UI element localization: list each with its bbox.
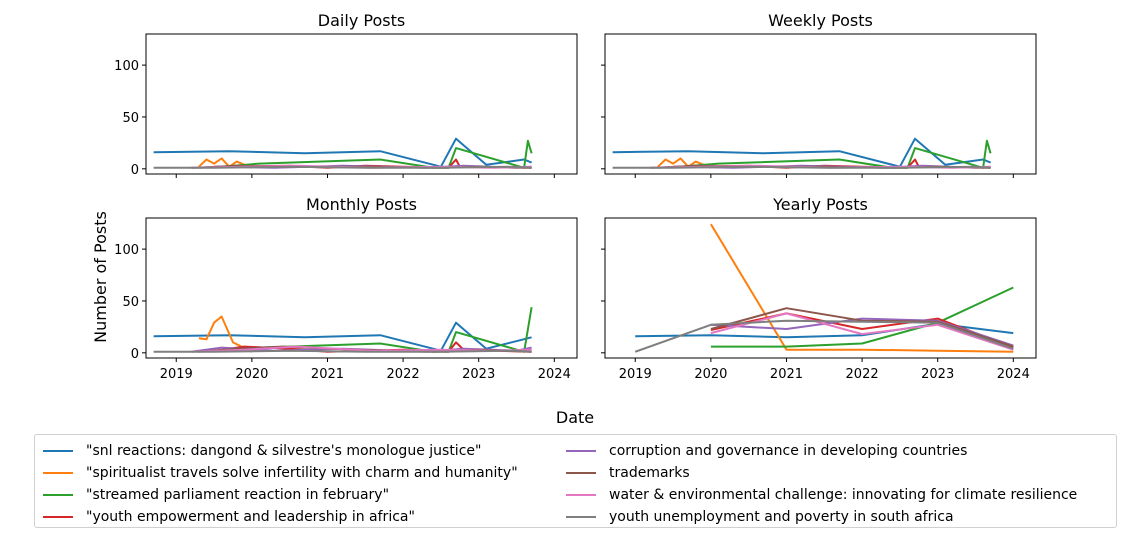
axes-frame (145, 33, 578, 175)
x-tick-label: 2020 (694, 367, 727, 382)
axes-frame (604, 33, 1037, 175)
panel-title: Daily Posts (318, 11, 405, 30)
legend: "snl reactions: dangond & silvestre's mo… (34, 434, 1117, 528)
legend-label: trademarks (609, 465, 690, 481)
y-tick-label: 100 (114, 243, 139, 258)
panel-title: Weekly Posts (768, 11, 873, 30)
series-line-spiritualist-travels-solve-infertility-with-charm-and-humanity (198, 315, 253, 353)
x-tick-label: 2022 (387, 367, 420, 382)
legend-item: trademarks (566, 462, 1077, 484)
legend-column-right: corruption and governance in developing … (566, 440, 1077, 528)
axes-frame (604, 217, 1037, 359)
y-tick-label: 0 (131, 347, 139, 362)
series-group (153, 307, 533, 353)
x-tick-label: 2023 (462, 367, 495, 382)
legend-label: "youth empowerment and leadership in afr… (86, 509, 415, 525)
series-line-spiritualist-travels-solve-infertility-with-charm-and-humanity (657, 157, 712, 169)
x-tick-label: 2021 (311, 367, 344, 382)
legend-swatch (43, 472, 73, 474)
x-tick-label: 2019 (160, 367, 193, 382)
panel-daily-posts: Daily Posts 0 50 100 (114, 11, 578, 178)
legend-swatch (43, 516, 73, 518)
legend-item: "youth empowerment and leadership in afr… (43, 506, 518, 528)
series-line-streamed-parliament-reaction-in-february (710, 286, 1014, 348)
legend-item: water & environmental challenge: innovat… (566, 484, 1077, 506)
chart-figure: Daily Posts 0 50 100 Weekly Posts Monthly Pos… (91, 11, 1037, 427)
legend-item: "snl reactions: dangond & silvestre's mo… (43, 440, 518, 462)
x-tick-label: 2021 (770, 367, 803, 382)
x-tick-label: 2024 (538, 367, 571, 382)
legend-swatch (566, 472, 596, 474)
legend-swatch (566, 450, 596, 452)
panel-title: Monthly Posts (306, 195, 417, 214)
series-group (153, 137, 533, 169)
series-line-streamed-parliament-reaction-in-february (221, 307, 533, 353)
x-tick-label: 2019 (619, 367, 652, 382)
legend-label: water & environmental challenge: innovat… (609, 487, 1078, 503)
legend-label: "snl reactions: dangond & silvestre's mo… (86, 443, 482, 459)
x-tick-label: 2022 (846, 367, 879, 382)
x-tick-label: 2023 (921, 367, 954, 382)
legend-label: "streamed parliament reaction in februar… (86, 487, 390, 503)
series-line-spiritualist-travels-solve-infertility-with-charm-and-humanity (710, 223, 1014, 353)
legend-item: "spiritualist travels solve infertility … (43, 462, 518, 484)
y-tick-label: 50 (122, 295, 139, 310)
legend-swatch (43, 494, 73, 496)
series-group (612, 137, 992, 169)
x-tick-label: 2020 (235, 367, 268, 382)
series-line-water-environmental-challenge-innovating-for-climate-resilience (710, 312, 1014, 351)
legend-label: corruption and governance in developing … (609, 443, 968, 459)
series-group (634, 223, 1014, 353)
panel-monthly-posts: Monthly Posts 0 50 100 2019 2020 2021 2022 2023 2… (114, 195, 578, 382)
legend-column-left: "snl reactions: dangond & silvestre's mo… (43, 440, 518, 528)
panel-title: Yearly Posts (772, 195, 868, 214)
legend-item: corruption and governance in developing … (566, 440, 1077, 462)
axes-frame (145, 217, 578, 359)
panel-weekly-posts: Weekly Posts (601, 11, 1037, 178)
y-tick-label: 50 (122, 111, 139, 126)
series-line-snl-reactions-dangond-silvestre-s-monologue-justice (153, 321, 532, 352)
legend-item: youth unemployment and poverty in south … (566, 506, 1077, 528)
legend-label: youth unemployment and poverty in south … (609, 509, 954, 525)
y-tick-label: 0 (131, 163, 139, 178)
y-tick-label: 100 (114, 59, 139, 74)
series-line-youth-unemployment-and-poverty-in-south-africa (153, 349, 532, 353)
legend-item: "streamed parliament reaction in februar… (43, 484, 518, 506)
series-line-youth-unemployment-and-poverty-in-south-africa (634, 319, 1014, 353)
series-line-youth-unemployment-and-poverty-in-south-africa (612, 165, 991, 169)
legend-swatch (566, 516, 596, 518)
x-axis-label: Date (556, 408, 594, 427)
legend-swatch (43, 450, 73, 452)
x-tick-label: 2024 (997, 367, 1030, 382)
legend-label: "spiritualist travels solve infertility … (86, 465, 518, 481)
panel-yearly-posts: Yearly Posts 2019 2020 2021 2022 2023 2024 (601, 195, 1037, 382)
series-line-spiritualist-travels-solve-infertility-with-charm-and-humanity (198, 157, 253, 169)
legend-swatch (566, 494, 596, 496)
series-line-youth-unemployment-and-poverty-in-south-africa (153, 165, 532, 169)
y-axis-label: Number of Posts (91, 211, 110, 343)
